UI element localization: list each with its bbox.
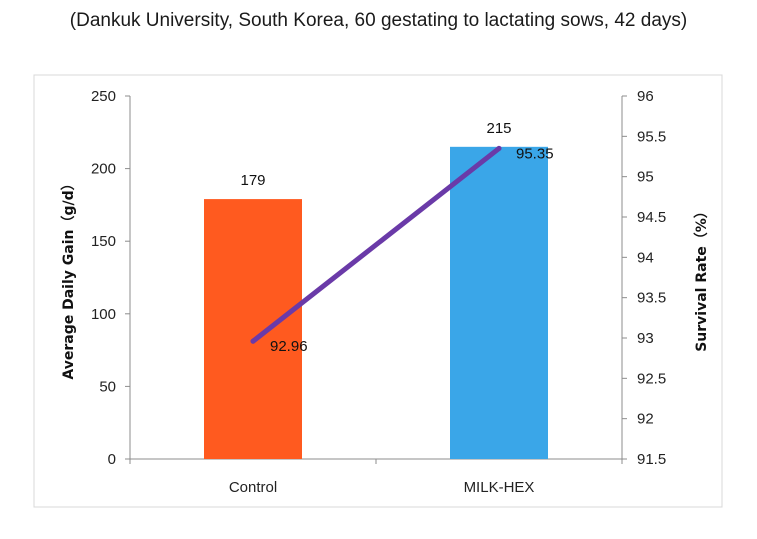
bar-milk-hex [450, 146, 548, 459]
y2-tick-label: 93 [637, 330, 654, 347]
y2-tick-label: 92.5 [637, 370, 666, 387]
survival-rate-line [250, 145, 502, 344]
y2-tick-label: 95.5 [637, 128, 666, 145]
y-tick-label: 100 [91, 306, 116, 323]
survival-rate-point [250, 338, 256, 344]
y2-tick-label: 96 [637, 88, 654, 105]
y2-tick-label: 94.5 [637, 209, 666, 226]
chart-frame [33, 74, 723, 508]
bar-data-label: 179 [240, 172, 265, 189]
axes-group: 0 50 100 150 200 250 91.5 92 92.5 93 93.5 94 94.5 95 9… [91, 88, 666, 496]
y2-axis-title: Survival Rate（%） [694, 204, 710, 352]
y2-tick-label: 93.5 [637, 290, 666, 307]
line-group [250, 145, 502, 344]
y2-tick-label: 95 [637, 169, 654, 186]
y-axis-title: Average Daily Gain（g/d） [61, 176, 77, 379]
y-tick-label: 50 [99, 378, 116, 395]
y2-tick-label: 91.5 [637, 451, 666, 468]
labels-group: 179 215 92.96 95.35 [240, 120, 553, 355]
chart-subtitle: (Dankuk University, South Korea, 60 gest… [69, 10, 688, 31]
line-data-label: 92.96 [270, 338, 308, 355]
y2-tick-label: 94 [637, 249, 654, 266]
x-category-label: Control [229, 479, 277, 496]
bar-control [204, 199, 302, 460]
bar-data-label: 215 [486, 120, 511, 137]
bars-group [204, 146, 548, 460]
line-data-label: 95.35 [516, 145, 554, 162]
y-tick-label: 0 [108, 451, 116, 468]
y2-tick-label: 92 [637, 411, 654, 428]
y-tick-label: 150 [91, 233, 116, 250]
y-tick-label: 200 [91, 161, 116, 178]
x-category-label: MILK-HEX [464, 479, 535, 496]
survival-rate-point [496, 145, 502, 151]
y-tick-label: 250 [91, 88, 116, 105]
